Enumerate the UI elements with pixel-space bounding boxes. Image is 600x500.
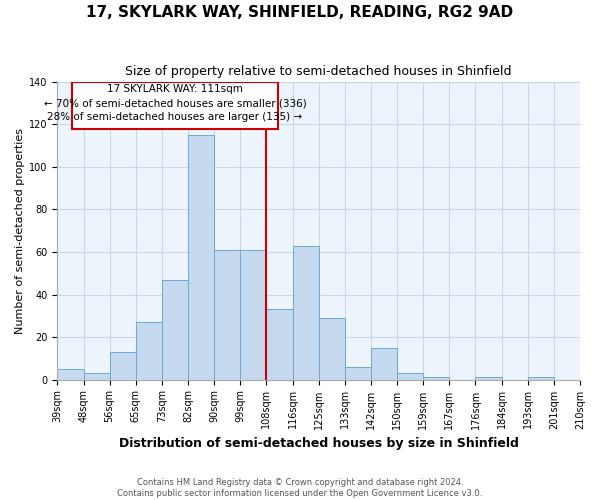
FancyBboxPatch shape <box>72 82 278 128</box>
Text: Contains HM Land Registry data © Crown copyright and database right 2024.
Contai: Contains HM Land Registry data © Crown c… <box>118 478 482 498</box>
Bar <box>397 373 423 380</box>
Bar <box>528 378 554 380</box>
Bar <box>110 352 136 380</box>
Bar <box>293 246 319 380</box>
Text: 17, SKYLARK WAY, SHINFIELD, READING, RG2 9AD: 17, SKYLARK WAY, SHINFIELD, READING, RG2… <box>86 5 514 20</box>
Bar <box>136 322 162 380</box>
X-axis label: Distribution of semi-detached houses by size in Shinfield: Distribution of semi-detached houses by … <box>119 437 518 450</box>
Bar <box>345 367 371 380</box>
Bar <box>241 250 266 380</box>
Bar <box>475 378 502 380</box>
Bar <box>423 378 449 380</box>
Text: 17 SKYLARK WAY: 111sqm
← 70% of semi-detached houses are smaller (336)
28% of se: 17 SKYLARK WAY: 111sqm ← 70% of semi-det… <box>44 84 307 122</box>
Bar <box>214 250 241 380</box>
Bar <box>188 135 214 380</box>
Bar <box>371 348 397 380</box>
Title: Size of property relative to semi-detached houses in Shinfield: Size of property relative to semi-detach… <box>125 65 512 78</box>
Bar <box>162 280 188 380</box>
Bar <box>58 369 83 380</box>
Bar <box>319 318 345 380</box>
Y-axis label: Number of semi-detached properties: Number of semi-detached properties <box>15 128 25 334</box>
Bar <box>266 310 293 380</box>
Bar <box>83 373 110 380</box>
